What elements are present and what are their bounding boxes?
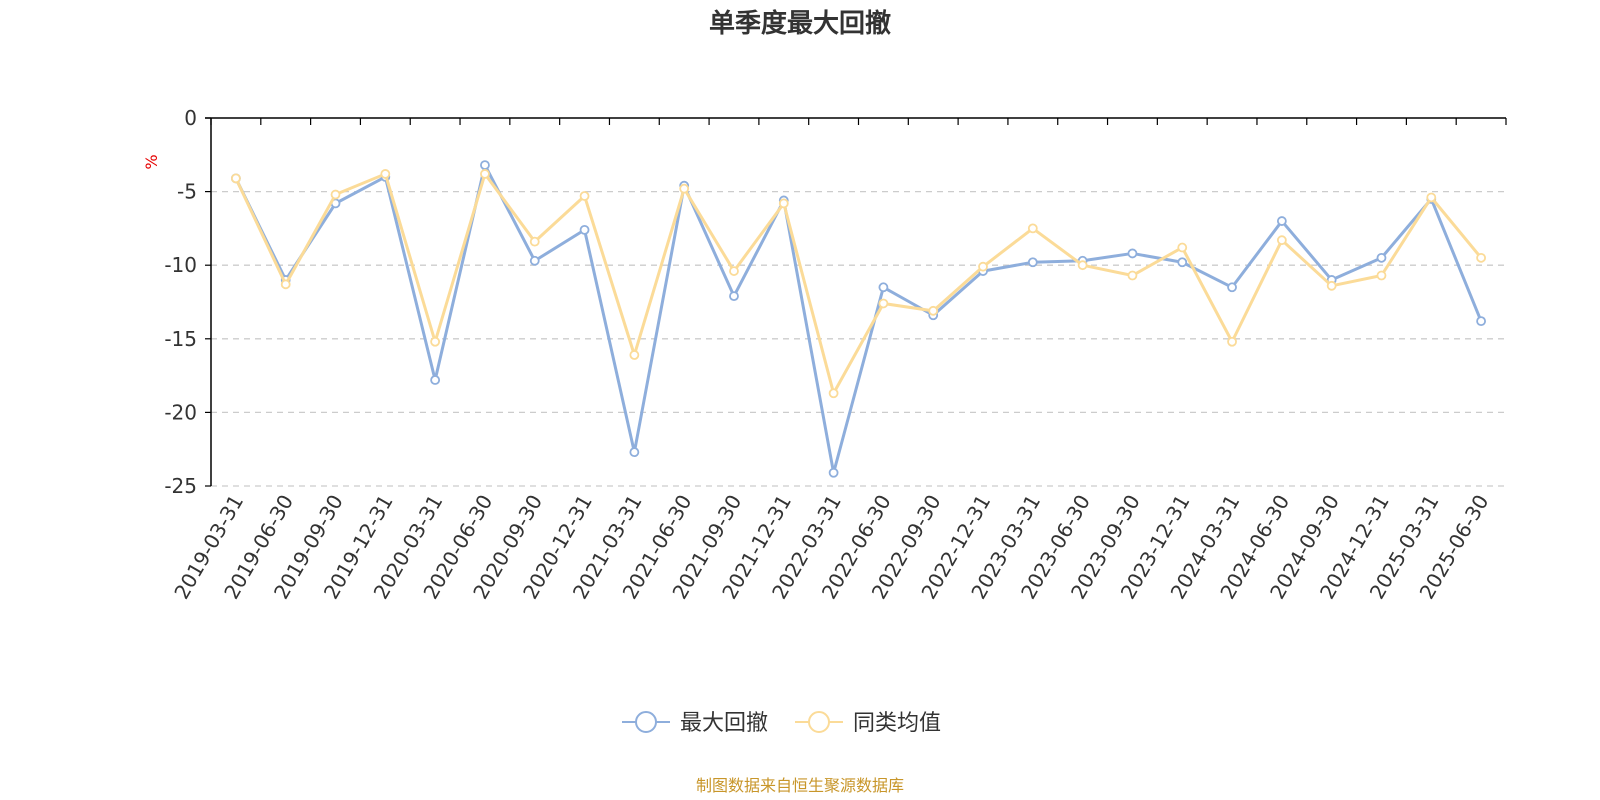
data-point	[1476, 252, 1486, 263]
series-line	[234, 163, 1483, 475]
y-tick-label: -20	[164, 400, 197, 424]
legend-circle-icon	[808, 711, 830, 733]
series-2	[231, 169, 1486, 399]
series-1	[231, 160, 1486, 478]
y-tick-label: -25	[164, 474, 197, 498]
legend-label: 同类均值	[853, 711, 941, 736]
y-tick-label: -15	[164, 327, 197, 351]
axes	[205, 117, 1507, 487]
y-axis-unit-label: %	[142, 154, 161, 169]
data-point	[1027, 223, 1038, 234]
data-point	[978, 261, 988, 272]
data-point	[579, 224, 590, 235]
grid-lines	[211, 190, 1506, 487]
data-point	[529, 255, 540, 266]
data-point	[729, 291, 739, 302]
data-point	[529, 236, 540, 247]
data-point	[1476, 316, 1486, 327]
data-point	[480, 169, 490, 179]
data-point	[828, 467, 839, 478]
data-point	[480, 160, 490, 171]
data-point	[1276, 216, 1287, 226]
data-point	[1376, 270, 1387, 281]
data-point	[231, 173, 241, 184]
legend-item: 最大回撤	[622, 711, 768, 736]
y-tick-label: -10	[164, 253, 197, 277]
data-point	[579, 191, 590, 201]
data-point	[1426, 192, 1437, 203]
data-point	[330, 189, 341, 200]
data-point	[778, 198, 789, 209]
data-point	[878, 298, 889, 309]
y-tick-label: 0	[184, 106, 197, 130]
data-point	[1376, 252, 1387, 263]
series-lines	[231, 160, 1486, 478]
data-point	[1027, 257, 1038, 268]
legend-item: 同类均值	[795, 711, 941, 736]
data-point	[1177, 257, 1188, 268]
data-point	[430, 336, 441, 347]
data-point	[679, 183, 690, 194]
data-point	[1127, 248, 1138, 259]
data-point	[1127, 270, 1138, 281]
data-point	[1177, 242, 1188, 253]
data-point	[878, 282, 889, 293]
data-point	[430, 375, 441, 385]
legend: 最大回撤 同类均值	[622, 711, 941, 736]
data-point	[380, 169, 391, 179]
series-line	[234, 172, 1483, 395]
data-point	[828, 388, 839, 399]
data-point	[280, 279, 291, 290]
data-point	[1227, 282, 1237, 293]
data-point	[928, 305, 939, 316]
data-source-note: 制图数据来自恒生聚源数据库	[696, 776, 904, 795]
data-point	[1326, 280, 1337, 291]
chart-title: 单季度最大回撤	[709, 8, 891, 39]
legend-label: 最大回撤	[680, 711, 768, 736]
data-point	[629, 447, 640, 458]
legend-circle-icon	[635, 711, 657, 733]
data-point	[1077, 260, 1088, 271]
data-point	[729, 266, 739, 276]
y-tick-labels: 0 -5 -10 -15 -20 -25	[164, 106, 197, 498]
data-point	[1227, 336, 1237, 347]
data-point	[1276, 235, 1287, 246]
x-tick-labels: 2019-03-312019-06-302019-09-302019-12-31…	[169, 491, 1493, 604]
y-tick-label: -5	[177, 180, 197, 204]
data-point	[629, 350, 640, 360]
